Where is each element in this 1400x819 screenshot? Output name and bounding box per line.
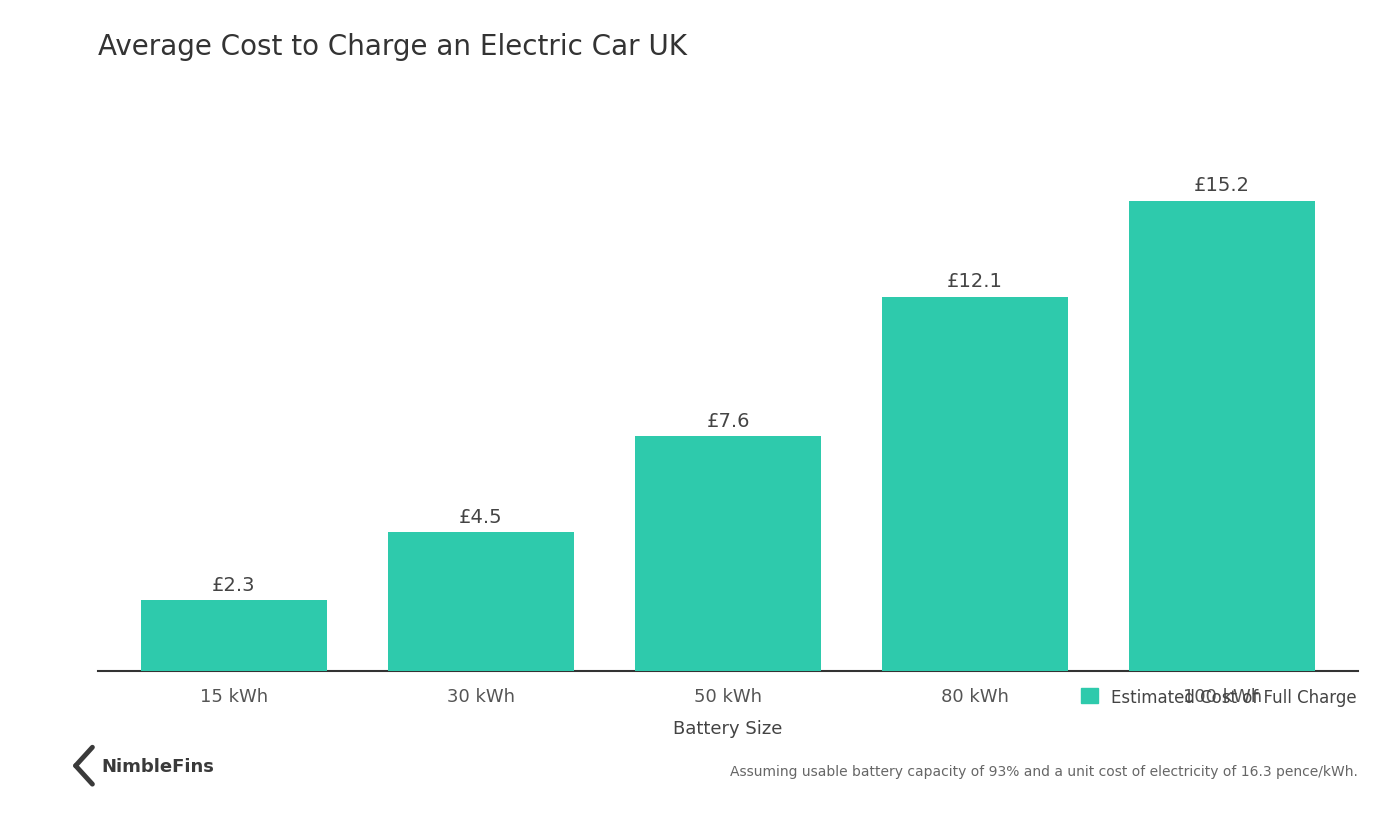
Bar [141,600,326,672]
Text: £12.1: £12.1 [948,272,1002,291]
Text: £15.2: £15.2 [1194,176,1250,195]
Legend: Estimated Cost of Full Charge: Estimated Cost of Full Charge [1075,681,1364,713]
X-axis label: Battery Size: Battery Size [673,719,783,737]
Text: Average Cost to Charge an Electric Car UK: Average Cost to Charge an Electric Car U… [98,33,687,61]
Text: £4.5: £4.5 [459,507,503,526]
Text: Assuming usable battery capacity of 93% and a unit cost of electricity of 16.3 p: Assuming usable battery capacity of 93% … [731,764,1358,778]
Bar [882,297,1068,672]
Bar [636,437,820,672]
Bar [388,532,574,672]
Text: £2.3: £2.3 [213,575,256,595]
Text: £7.6: £7.6 [706,411,750,430]
Bar [1130,201,1315,672]
Text: NimbleFins: NimbleFins [101,757,214,775]
